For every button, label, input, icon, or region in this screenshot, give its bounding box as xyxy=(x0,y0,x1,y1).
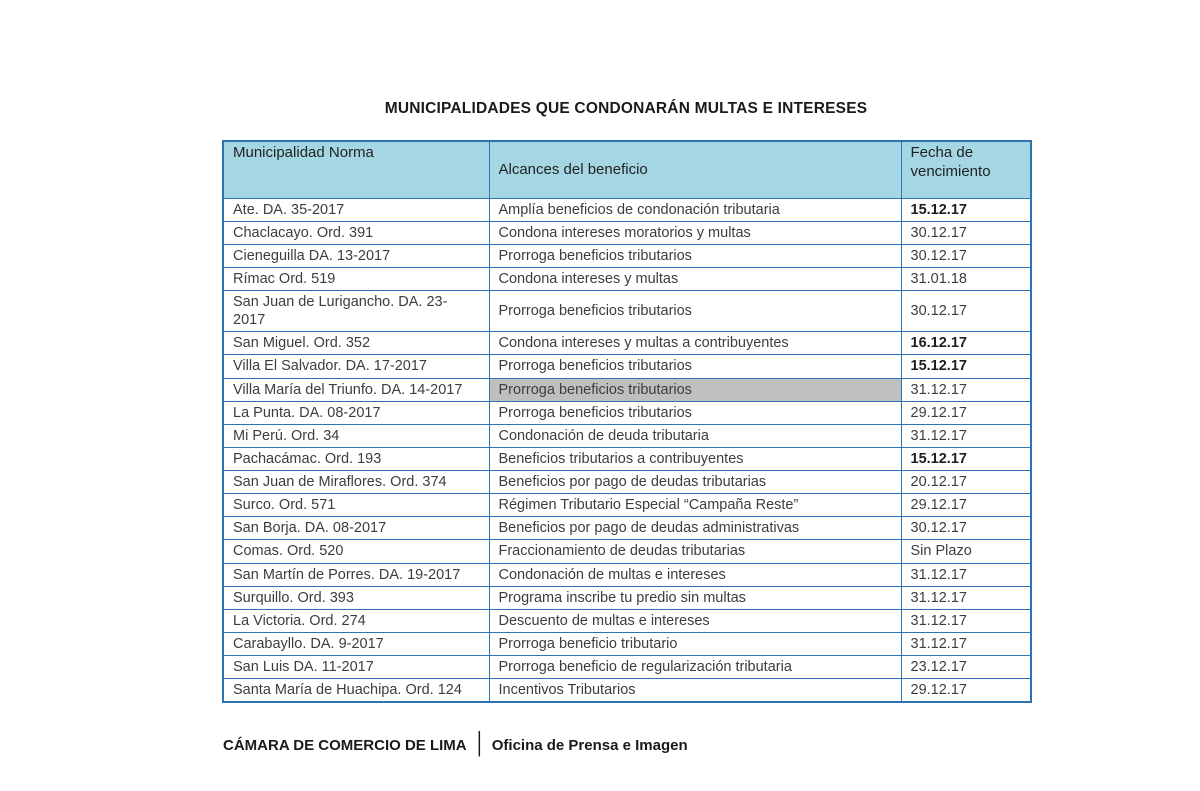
cell-alcance: Beneficios por pago de deudas administra… xyxy=(488,516,902,541)
cell-fecha: 31.01.18 xyxy=(900,266,1032,292)
table-row: San Luis DA. 11-2017 Prorroga beneficio … xyxy=(222,654,1032,680)
table-row: La Victoria. Ord. 274 Descuento de multa… xyxy=(222,608,1032,633)
header-fecha-vencimiento: Fecha de vencimiento xyxy=(900,140,1032,199)
cell-fecha: 31.12.17 xyxy=(900,423,1032,448)
cell-municipalidad: San Miguel. Ord. 352 xyxy=(222,331,490,356)
cell-fecha: 31.12.17 xyxy=(900,585,1032,610)
header-row: Municipalidad Norma Alcances del benefic… xyxy=(222,140,1032,199)
cell-fecha: 15.12.17 xyxy=(900,197,1032,222)
cell-municipalidad: La Victoria. Ord. 274 xyxy=(222,608,490,633)
cell-alcance: Condona intereses y multas a contribuyen… xyxy=(488,331,902,356)
cell-fecha: 30.12.17 xyxy=(900,516,1032,541)
footer-separator: │ xyxy=(473,732,487,756)
cell-municipalidad: Villa El Salvador. DA. 17-2017 xyxy=(222,354,490,379)
cell-municipalidad: San Juan de Lurigancho. DA. 23-2017 xyxy=(222,289,490,333)
cell-alcance: Beneficios por pago de deudas tributaria… xyxy=(488,469,902,495)
cell-alcance: Prorroga beneficios tributarios xyxy=(488,354,902,379)
cell-fecha: 29.12.17 xyxy=(900,493,1032,518)
cell-alcance: Régimen Tributario Especial “Campaña Res… xyxy=(488,493,902,518)
cell-municipalidad: San Martín de Porres. DA. 19-2017 xyxy=(222,562,490,587)
table-row: Rímac Ord. 519 Condona intereses y multa… xyxy=(222,266,1032,292)
document: MUNICIPALIDADES QUE CONDONARÁN MULTAS E … xyxy=(222,0,1032,757)
cell-alcance: Prorroga beneficios tributarios xyxy=(488,377,902,402)
cell-fecha: 15.12.17 xyxy=(900,446,1032,472)
cell-municipalidad: Pachacámac. Ord. 193 xyxy=(222,446,490,472)
cell-alcance: Beneficios tributarios a contribuyentes xyxy=(488,446,902,472)
cell-fecha: 30.12.17 xyxy=(900,220,1032,245)
table-row: Ate. DA. 35-2017 Amplía beneficios de co… xyxy=(222,197,1032,222)
header-municipalidad: Municipalidad Norma xyxy=(222,140,490,199)
header-alcances: Alcances del beneficio xyxy=(488,140,902,199)
cell-alcance: Condona intereses y multas xyxy=(488,266,902,292)
cell-fecha: 31.12.17 xyxy=(900,608,1032,633)
table-header: Municipalidad Norma Alcances del benefic… xyxy=(222,140,1032,199)
cell-municipalidad: Surquillo. Ord. 393 xyxy=(222,585,490,610)
cell-municipalidad: San Juan de Miraflores. Ord. 374 xyxy=(222,469,490,495)
table-row: Chaclacayo. Ord. 391 Condona intereses m… xyxy=(222,220,1032,245)
table-row: Surquillo. Ord. 393 Programa inscribe tu… xyxy=(222,585,1032,610)
cell-municipalidad: Mi Perú. Ord. 34 xyxy=(222,423,490,448)
table-row: Surco. Ord. 571 Régimen Tributario Espec… xyxy=(222,493,1032,518)
cell-fecha: 16.12.17 xyxy=(900,331,1032,356)
footer-org: CÁMARA DE COMERCIO DE LIMA xyxy=(223,736,467,754)
table-row: Mi Perú. Ord. 34 Condonación de deuda tr… xyxy=(222,423,1032,448)
cell-municipalidad: San Luis DA. 11-2017 xyxy=(222,654,490,680)
cell-fecha: 23.12.17 xyxy=(900,654,1032,680)
table-row: Villa María del Triunfo. DA. 14-2017 Pro… xyxy=(222,377,1032,402)
cell-municipalidad: Ate. DA. 35-2017 xyxy=(222,197,490,222)
table-row: Villa El Salvador. DA. 17-2017 Prorroga … xyxy=(222,354,1032,379)
cell-alcance: Programa inscribe tu predio sin multas xyxy=(488,585,902,610)
cell-alcance: Prorroga beneficios tributarios xyxy=(488,243,902,268)
footer-dept: Oficina de Prensa e Imagen xyxy=(491,736,688,754)
cell-alcance: Condonación de deuda tributaria xyxy=(488,423,902,448)
cell-fecha: 31.12.17 xyxy=(900,562,1032,587)
cell-municipalidad: Carabayllo. DA. 9-2017 xyxy=(222,631,490,657)
table-row: San Juan de Lurigancho. DA. 23-2017 Pror… xyxy=(222,289,1032,333)
table-row: Comas. Ord. 520 Fraccionamiento de deuda… xyxy=(222,539,1032,564)
table-row: La Punta. DA. 08-2017 Prorroga beneficio… xyxy=(222,400,1032,425)
cell-alcance: Fraccionamiento de deudas tributarias xyxy=(488,539,902,564)
cell-fecha: 15.12.17 xyxy=(900,354,1032,379)
cell-municipalidad: Villa María del Triunfo. DA. 14-2017 xyxy=(222,377,490,402)
cell-alcance: Incentivos Tributarios xyxy=(488,678,902,703)
table-row: Cieneguilla DA. 13-2017 Prorroga benefic… xyxy=(222,243,1032,268)
cell-municipalidad: Rímac Ord. 519 xyxy=(222,266,490,292)
cell-municipalidad: La Punta. DA. 08-2017 xyxy=(222,400,490,425)
cell-fecha: 29.12.17 xyxy=(900,678,1032,703)
cell-fecha: 30.12.17 xyxy=(900,289,1032,333)
cell-fecha: 29.12.17 xyxy=(900,400,1032,425)
cell-alcance: Condona intereses moratorios y multas xyxy=(488,220,902,245)
cell-fecha: 31.12.17 xyxy=(900,631,1032,657)
page-title: MUNICIPALIDADES QUE CONDONARÁN MULTAS E … xyxy=(384,100,868,117)
cell-municipalidad: Chaclacayo. Ord. 391 xyxy=(222,220,490,245)
cell-fecha: Sin Plazo xyxy=(900,539,1032,564)
cell-municipalidad: Santa María de Huachipa. Ord. 124 xyxy=(222,678,490,703)
cell-alcance: Amplía beneficios de condonación tributa… xyxy=(488,197,902,222)
cell-alcance: Prorroga beneficios tributarios xyxy=(488,289,902,333)
cell-municipalidad: San Borja. DA. 08-2017 xyxy=(222,516,490,541)
cell-alcance: Descuento de multas e intereses xyxy=(488,608,902,633)
cell-municipalidad: Surco. Ord. 571 xyxy=(222,493,490,518)
table-row: San Martín de Porres. DA. 19-2017 Condon… xyxy=(222,562,1032,587)
cell-fecha: 20.12.17 xyxy=(900,469,1032,495)
table-row: San Miguel. Ord. 352 Condona intereses y… xyxy=(222,331,1032,356)
cell-alcance: Condonación de multas e intereses xyxy=(488,562,902,587)
cell-fecha: 31.12.17 xyxy=(900,377,1032,402)
cell-alcance: Prorroga beneficios tributarios xyxy=(488,400,902,425)
table-row: San Borja. DA. 08-2017 Beneficios por pa… xyxy=(222,516,1032,541)
cell-municipalidad: Cieneguilla DA. 13-2017 xyxy=(222,243,490,268)
cell-municipalidad: Comas. Ord. 520 xyxy=(222,539,490,564)
table-row: San Juan de Miraflores. Ord. 374 Benefic… xyxy=(222,469,1032,495)
table-row: Carabayllo. DA. 9-2017 Prorroga benefici… xyxy=(222,631,1032,657)
table-body: Ate. DA. 35-2017 Amplía beneficios de co… xyxy=(222,197,1032,703)
municipalities-table: Municipalidad Norma Alcances del benefic… xyxy=(222,140,1032,704)
cell-alcance: Prorroga beneficio de regularización tri… xyxy=(488,654,902,680)
table-row: Santa María de Huachipa. Ord. 124 Incent… xyxy=(222,678,1032,703)
cell-alcance: Prorroga beneficio tributario xyxy=(488,631,902,657)
footer: CÁMARA DE COMERCIO DE LIMA │ Oficina de … xyxy=(222,732,1030,757)
table-row: Pachacámac. Ord. 193 Beneficios tributar… xyxy=(222,446,1032,472)
cell-fecha: 30.12.17 xyxy=(900,243,1032,268)
